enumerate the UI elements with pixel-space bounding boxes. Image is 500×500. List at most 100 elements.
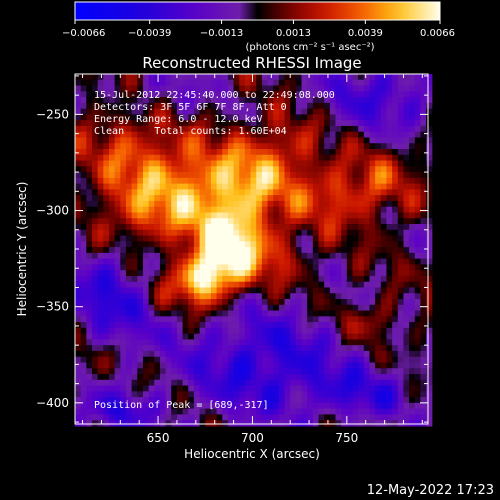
heatmap-cell [346,218,354,225]
heatmap-cell [193,281,201,289]
heatmap-cell [386,91,393,98]
colorbar-tick-label: 0.0013 [276,28,311,39]
heatmap-cell [125,149,133,156]
heatmap-cell [148,402,155,410]
heatmap-cell [273,293,280,300]
heatmap-cell [318,206,325,214]
heatmap-cell [227,356,235,364]
heatmap-cell [386,102,393,110]
heatmap-cell [244,108,252,115]
heatmap-cell [352,397,359,404]
heatmap-cell [380,264,388,271]
heatmap-cell [403,172,410,179]
heatmap-cell [176,200,184,208]
heatmap-cell [114,408,121,415]
heatmap-cell [216,391,223,398]
heatmap-cell [205,275,212,283]
heatmap-cell [210,114,218,121]
heatmap-cell [273,166,280,173]
heatmap-cell [335,368,342,375]
heatmap-cell [125,166,133,173]
heatmap-cell [307,281,314,289]
heatmap-cell [159,327,167,335]
heatmap-cell [409,293,416,300]
heatmap-cell [176,85,184,92]
heatmap-cell [363,420,371,427]
heatmap-cell [329,345,337,352]
heatmap-cell [193,85,201,92]
heatmap-cell [256,304,263,312]
heatmap-cell [199,316,206,323]
heatmap-cell [256,408,263,415]
heatmap-cell [233,172,240,179]
heatmap-cell [397,114,405,121]
heatmap-cell [318,74,325,81]
heatmap-cell [301,166,308,173]
heatmap-cell [324,385,331,392]
heatmap-cell [278,195,286,202]
heatmap-cell [261,160,269,167]
heatmap-cell [239,316,246,323]
heatmap-cell [227,316,235,323]
heatmap-cell [193,310,201,317]
heatmap-cell [386,402,393,410]
heatmap-cell [171,91,178,98]
heatmap-cell [182,195,189,202]
heatmap-cell [380,114,388,121]
heatmap-cell [75,275,82,283]
heatmap-cell [273,206,280,214]
heatmap-cell [216,183,223,190]
heatmap-cell [227,218,235,225]
heatmap-cell [148,304,155,312]
heatmap-cell [216,362,223,369]
heatmap-cell [176,420,184,427]
heatmap-cell [426,397,433,404]
heatmap-cell [75,264,82,271]
heatmap-cell [363,316,371,323]
heatmap-cell [267,79,274,87]
heatmap-cell [329,293,337,300]
heatmap-cell [261,149,269,156]
heatmap-cell [244,247,252,254]
heatmap-cell [301,316,308,323]
heatmap-cell [227,74,235,81]
heatmap-cell [290,177,297,185]
heatmap-cell [80,391,87,398]
heatmap-cell [193,258,201,265]
heatmap-cell [261,408,269,415]
heatmap-cell [222,402,229,410]
heatmap-cell [420,143,427,150]
heatmap-cell [386,252,393,260]
heatmap-cell [284,172,291,179]
heatmap-cell [386,345,393,352]
heatmap-cell [329,281,337,289]
heatmap-cell [108,374,116,381]
heatmap-cell [75,85,82,92]
heatmap-cell [222,293,229,300]
heatmap-cell [409,97,416,104]
heatmap-cell [171,374,178,381]
heatmap-cell [420,91,427,98]
heatmap-cell [369,345,376,352]
heatmap-cell [267,206,274,214]
heatmap-cell [256,414,263,421]
heatmap-cell [363,299,371,306]
heatmap-cell [273,316,280,323]
heatmap-cell [75,177,82,185]
heatmap-cell [380,160,388,167]
heatmap-cell [295,97,303,104]
heatmap-cell [108,420,116,427]
heatmap-cell [222,287,229,294]
heatmap-cell [392,91,399,98]
heatmap-cell [165,264,172,271]
heatmap-cell [222,310,229,317]
heatmap-cell [318,241,325,248]
heatmap-cell [312,385,320,392]
heatmap-cell [392,172,399,179]
heatmap-cell [91,229,99,237]
heatmap-cell [227,252,235,260]
heatmap-cell [352,310,359,317]
heatmap-cell [159,172,167,179]
heatmap-cell [290,414,297,421]
heatmap-cell [273,345,280,352]
